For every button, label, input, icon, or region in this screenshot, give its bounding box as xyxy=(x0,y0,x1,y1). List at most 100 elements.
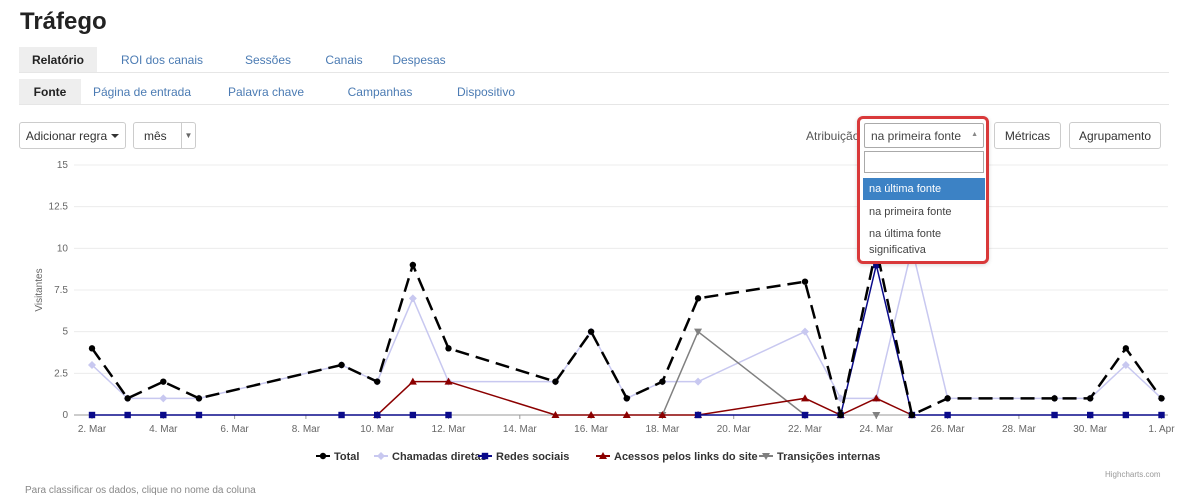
legend-acessos-pelos-links-do-site-label[interactable]: Acessos pelos links do site xyxy=(614,451,758,463)
series-total-point xyxy=(552,378,559,385)
series-transicoes-internas-point xyxy=(872,412,881,419)
legend-transicoes-internas-marker xyxy=(762,453,770,460)
y-tick-label: 10 xyxy=(57,243,69,254)
series-chamadas-diretas-point xyxy=(694,377,703,386)
series-redes-sociais-point xyxy=(1051,411,1058,419)
y-tick-label: 15 xyxy=(57,160,69,171)
series-redes-sociais-point xyxy=(124,411,131,419)
x-tick-label: 22. Mar xyxy=(788,424,823,435)
caret-down-icon xyxy=(111,133,120,138)
period-value: mês xyxy=(144,128,167,143)
tab-dispositivo[interactable]: Dispositivo xyxy=(456,85,516,99)
series-redes-sociais-point xyxy=(1122,411,1130,419)
series-redes-sociais-point xyxy=(1087,411,1094,419)
tab-roi-canais[interactable]: ROI dos canais xyxy=(120,53,204,67)
series-transicoes-internas-group xyxy=(658,328,881,419)
x-tick-label: 18. Mar xyxy=(645,424,680,435)
x-tick-label: 2. Mar xyxy=(78,424,107,435)
x-tick-label: 1. Apr xyxy=(1148,424,1175,435)
chevron-down-icon: ▼ xyxy=(181,123,195,148)
attribution-option-last-significant[interactable]: na última fonte significativa xyxy=(869,228,942,256)
x-tick-label: 14. Mar xyxy=(503,424,538,435)
attribution-search-input[interactable] xyxy=(864,151,984,173)
y-axis-label: Visitantes xyxy=(34,268,45,311)
chevron-up-icon: ▲ xyxy=(971,131,978,138)
tab-relatorio[interactable]: Relatório xyxy=(19,47,97,72)
tab-campanhas[interactable]: Campanhas xyxy=(347,85,413,99)
series-redes-sociais-point xyxy=(195,411,203,419)
y-tick-label: 5 xyxy=(62,327,68,338)
grouping-button[interactable]: Agrupamento xyxy=(1069,122,1161,149)
series-total-point xyxy=(659,378,666,385)
x-tick-label: 26. Mar xyxy=(931,424,966,435)
series-redes-sociais-point xyxy=(1158,411,1165,419)
attribution-option-first[interactable]: na primeira fonte xyxy=(869,206,952,218)
series-total-point xyxy=(409,261,417,269)
sort-hint: Para classificar os dados, clique no nom… xyxy=(25,485,256,496)
traffic-chart: 0 2.5 5 7.5 10 12.5 15 Visitantes 2. Mar 4. Mar 6.… xyxy=(34,160,1175,463)
tab-pagina-entrada[interactable]: Página de entrada xyxy=(92,85,192,99)
series-acessos-pelos-links-do-site-group xyxy=(373,377,916,418)
series-acessos-pelos-links-do-site-point xyxy=(622,411,631,418)
legend-chamadas-diretas-label[interactable]: Chamadas diretas xyxy=(392,451,487,463)
series-acessos-pelos-links-do-site-point xyxy=(551,411,560,418)
series-total-line xyxy=(90,248,1163,417)
series-acessos-pelos-links-do-site-point xyxy=(408,377,417,385)
primary-tabs: Relatório ROI dos canais Sessões Canais … xyxy=(19,47,1169,73)
x-tick-label: 4. Mar xyxy=(149,424,178,435)
series-transicoes-internas-point xyxy=(694,328,703,336)
series-total-point xyxy=(88,345,96,352)
series-chamadas-diretas-point xyxy=(408,294,417,303)
add-rule-label: Adicionar regra xyxy=(25,128,108,143)
chart-credits[interactable]: Highcharts.com xyxy=(1105,470,1161,479)
legend-total-label[interactable]: Total xyxy=(334,451,359,463)
series-chamadas-diretas-point xyxy=(801,327,809,336)
attribution-label: Atribuição xyxy=(806,129,860,143)
x-tick-label: 16. Mar xyxy=(574,424,609,435)
tab-despesas[interactable]: Despesas xyxy=(392,53,446,67)
y-tick-label: 0 xyxy=(62,410,68,421)
attribution-dropdown: na primeira fonte ▲ na última fonte na p… xyxy=(857,116,989,264)
tab-palavra-chave[interactable]: Palavra chave xyxy=(227,85,305,99)
series-acessos-pelos-links-do-site-point xyxy=(587,411,596,418)
series-total-point xyxy=(837,411,844,419)
tab-sessoes[interactable]: Sessões xyxy=(244,53,292,67)
x-tick-label: 12. Mar xyxy=(432,424,467,435)
series-redes-sociais-point xyxy=(694,411,702,419)
x-tick-label: 30. Mar xyxy=(1073,424,1108,435)
series-acessos-pelos-links-do-site-line xyxy=(376,380,913,416)
series-redes-sociais-line xyxy=(698,264,1162,416)
y-tick-label: 2.5 xyxy=(54,368,68,379)
series-total-point xyxy=(124,395,131,402)
metrics-button[interactable]: Métricas xyxy=(994,122,1061,149)
period-select[interactable]: mês ▼ xyxy=(133,122,196,149)
series-total-point xyxy=(694,295,702,302)
series-redes-sociais-point xyxy=(944,411,951,419)
legend-acessos-pelos-links-do-site-marker xyxy=(599,452,607,459)
attribution-selected-value: na primeira fonte xyxy=(871,129,962,143)
attribution-option-last[interactable]: na última fonte xyxy=(863,178,985,200)
series-total-point xyxy=(623,395,630,402)
x-tick-label: 8. Mar xyxy=(292,424,321,435)
secondary-tabs: Fonte Página de entrada Palavra chave Ca… xyxy=(19,79,1169,105)
series-redes-sociais-group xyxy=(88,261,1165,419)
tab-canais[interactable]: Canais xyxy=(325,53,363,67)
x-tick-label: 20. Mar xyxy=(717,424,752,435)
x-tick-label: 28. Mar xyxy=(1002,424,1037,435)
series-total-point xyxy=(908,411,916,419)
series-total-point xyxy=(374,378,381,385)
legend-redes-sociais-label[interactable]: Redes sociais xyxy=(496,451,569,463)
legend-transicoes-internas-label[interactable]: Transições internas xyxy=(777,451,880,463)
tab-fonte[interactable]: Fonte xyxy=(19,79,81,104)
page-title: Tráfego xyxy=(20,8,107,35)
attribution-select[interactable]: na primeira fonte ▲ xyxy=(864,123,984,148)
series-chamadas-diretas-line xyxy=(91,248,1163,400)
series-total-point xyxy=(1158,395,1165,402)
series-redes-sociais-point xyxy=(160,411,167,419)
series-redes-sociais-point xyxy=(409,411,417,419)
series-total-point xyxy=(1122,345,1130,352)
series-acessos-pelos-links-do-site-point xyxy=(872,394,881,402)
series-chamadas-diretas-point xyxy=(1121,361,1130,369)
series-total-point xyxy=(195,395,203,402)
add-rule-button[interactable]: Adicionar regra xyxy=(19,122,126,149)
